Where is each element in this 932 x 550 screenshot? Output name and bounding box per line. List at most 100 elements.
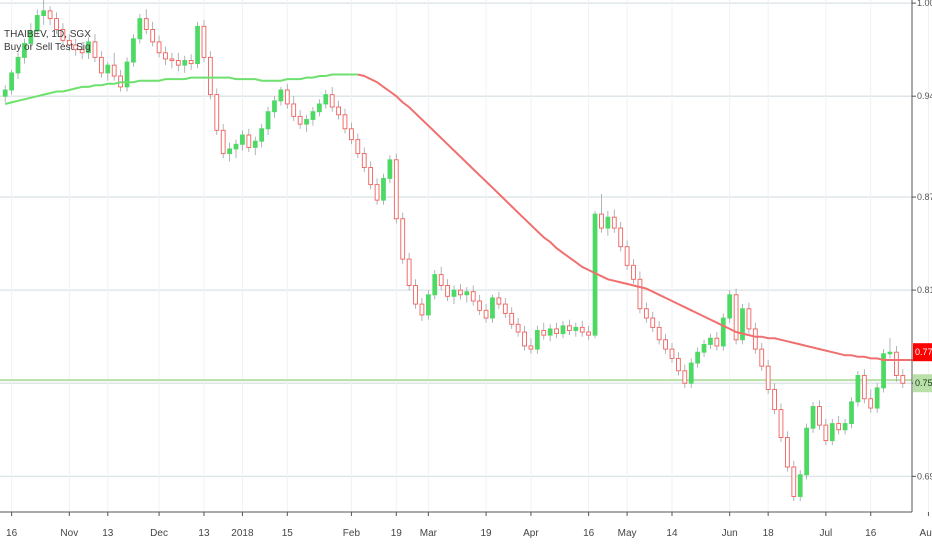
candle-body-62 <box>400 218 406 260</box>
candle-61 <box>393 153 399 224</box>
candle-body-130 <box>836 423 842 431</box>
candle-62 <box>400 212 406 264</box>
candle-56 <box>361 147 367 173</box>
x-tick-label-1: Nov <box>60 528 78 539</box>
candle-body-89 <box>573 326 579 331</box>
y-tick-label-4: 0.940 <box>917 91 932 101</box>
x-tick-label-2: 13 <box>102 528 114 539</box>
indicator-title[interactable]: Buy or Sell Test Sig <box>4 42 91 53</box>
x-axis[interactable]: 16 Nov 13 Dec 13 2018 15 Feb 19 Mar 19 Apr 16 May 14 Ju… <box>6 512 932 539</box>
candle-body-66 <box>425 294 431 316</box>
candle-body-93 <box>599 213 604 229</box>
candle-body-105 <box>676 357 681 372</box>
candle-91 <box>586 325 592 340</box>
candle-106 <box>682 364 688 388</box>
candle-89 <box>573 322 579 337</box>
ma-segment-rising <box>4 73 358 105</box>
candle-body-99 <box>637 278 643 310</box>
y-axis[interactable]: 0.690 0.755 0.815 0.875 0.940 1.000 <box>912 0 932 481</box>
candle-body-74 <box>477 300 483 311</box>
candle-body-20 <box>131 38 136 63</box>
candle-body-124 <box>797 474 803 497</box>
candle-body-4 <box>28 30 34 44</box>
candle-body-17 <box>111 64 117 77</box>
candle-36 <box>233 139 239 159</box>
candle-body-1 <box>9 72 14 91</box>
candle-87 <box>560 321 566 339</box>
candle-body-7 <box>47 10 53 20</box>
candle-body-59 <box>381 177 386 201</box>
candle-body-133 <box>855 375 861 403</box>
candle-129 <box>829 418 835 446</box>
candle-body-15 <box>99 56 104 74</box>
moving-average-line <box>4 73 916 361</box>
candle-body-121 <box>778 409 784 438</box>
candle-66 <box>425 290 431 320</box>
candle-64 <box>413 279 418 309</box>
candle-33 <box>214 88 220 135</box>
candle-4 <box>28 23 34 50</box>
candle-body-125 <box>804 427 809 476</box>
candle-body-49 <box>316 103 322 113</box>
candle-59 <box>381 173 386 205</box>
y-tick-label-0: 0.690 <box>917 471 932 481</box>
candle-body-22 <box>143 18 149 30</box>
candle-78 <box>502 297 508 319</box>
candle-body-36 <box>233 143 239 150</box>
candle-body-126 <box>810 406 816 429</box>
candle-body-72 <box>464 291 470 296</box>
candle-17 <box>111 52 117 81</box>
x-tick-label-5: 2018 <box>231 528 254 539</box>
candle-body-67 <box>432 274 438 296</box>
candle-81 <box>522 325 527 351</box>
x-tick-label-18: 16 <box>865 528 877 539</box>
candle-body-35 <box>227 148 232 155</box>
candle-127 <box>817 400 822 430</box>
candle-94 <box>605 211 611 236</box>
candle-55 <box>355 133 361 159</box>
candle-134 <box>861 369 867 404</box>
candle-body-64 <box>413 285 418 305</box>
candle-body-31 <box>201 25 207 58</box>
candle-body-13 <box>86 41 91 54</box>
candle-body-2 <box>15 56 21 74</box>
candle-99 <box>637 271 643 314</box>
candle-body-38 <box>246 134 252 148</box>
price-label-text-1: 0.755 <box>915 378 932 388</box>
candle-65 <box>419 297 425 322</box>
symbol-title[interactable]: THAIBEV, 1D, SGX <box>4 29 91 40</box>
candle-120 <box>772 383 777 415</box>
candle-44 <box>284 83 290 109</box>
candle-body-94 <box>605 216 611 229</box>
ma-segment-falling <box>357 73 916 361</box>
candle-126 <box>810 401 816 433</box>
candle-52 <box>336 100 341 120</box>
candle-115 <box>740 304 745 345</box>
candle-body-3 <box>22 42 27 58</box>
candle-84 <box>541 322 547 340</box>
candle-19 <box>124 57 130 92</box>
candle-body-119 <box>765 365 771 390</box>
candle-body-56 <box>361 153 367 169</box>
candle-body-139 <box>894 351 899 376</box>
candle-body-43 <box>278 89 284 102</box>
chart-legend: THAIBEV, 1D, SGX Buy or Sell Test Sig <box>4 28 91 54</box>
candle-80 <box>515 318 521 337</box>
candle-136 <box>874 383 880 413</box>
candle-109 <box>701 339 707 357</box>
candle-body-26 <box>169 58 175 61</box>
candle-body-117 <box>752 328 758 350</box>
candle-86 <box>554 322 559 339</box>
candle-body-79 <box>509 312 515 325</box>
candle-50 <box>323 89 329 109</box>
candle-body-100 <box>643 308 649 319</box>
candle-41 <box>265 107 271 135</box>
candle-135 <box>868 389 874 413</box>
candle-39 <box>252 136 258 156</box>
candle-body-52 <box>336 106 341 116</box>
candle-28 <box>182 55 188 73</box>
candle-body-118 <box>759 348 765 367</box>
candle-body-136 <box>874 387 880 409</box>
candle-body-116 <box>746 308 752 330</box>
